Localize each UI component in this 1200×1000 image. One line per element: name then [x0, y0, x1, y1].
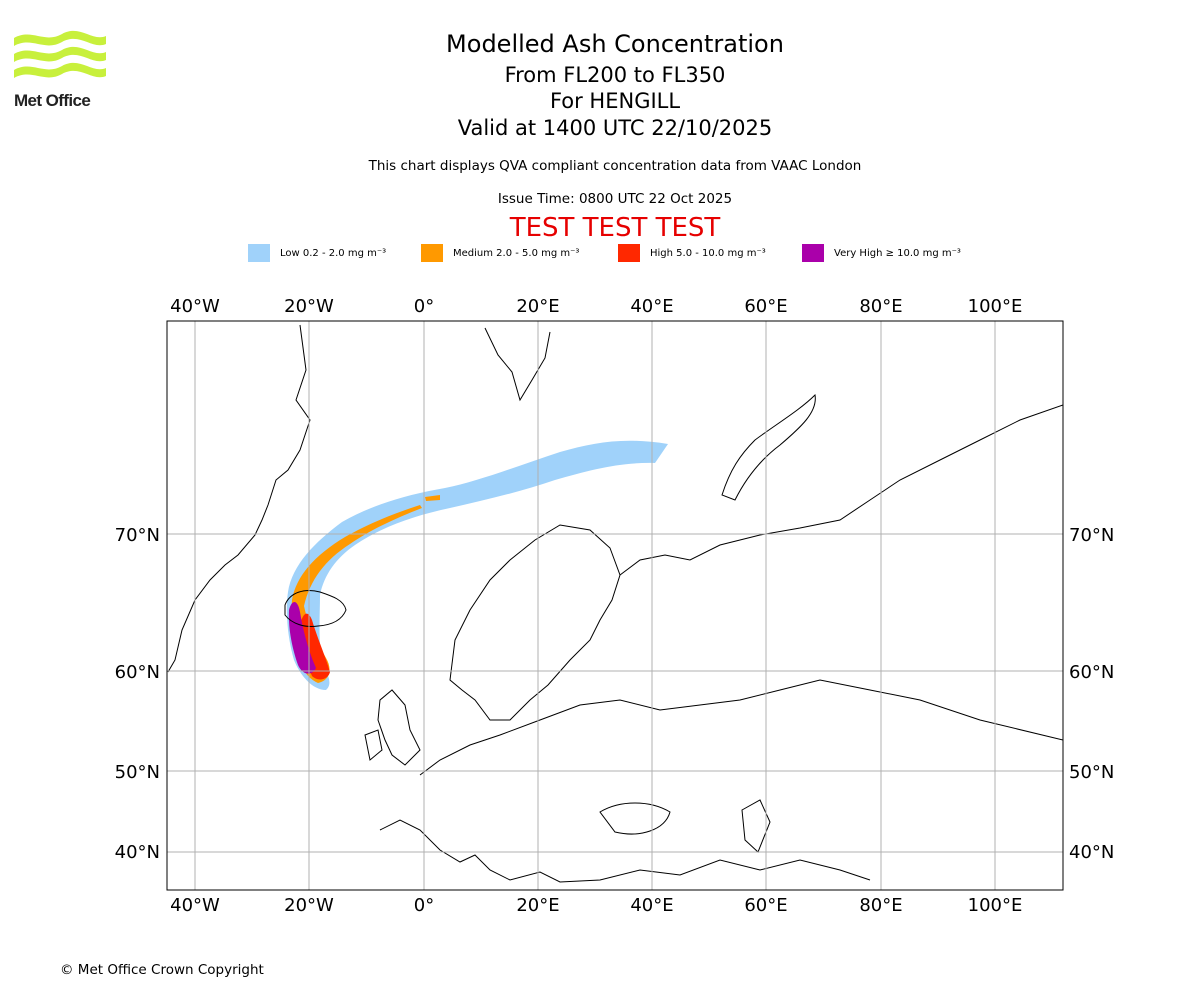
lon-label: 100°E	[968, 895, 1023, 916]
lat-label: 60°N	[1069, 662, 1114, 683]
lon-label: 0°	[414, 296, 434, 317]
ash-medium-patch	[425, 495, 440, 501]
flight-level-range: From FL200 to FL350	[504, 63, 726, 87]
lat-label: 40°N	[1069, 842, 1114, 863]
legend-label-low: Low 0.2 - 2.0 mg m⁻³	[280, 247, 387, 259]
lon-labels-bottom: 40°W 20°W 0° 20°E 40°E 60°E 80°E 100°E	[170, 895, 1022, 916]
legend-item-high: High 5.0 - 10.0 mg m⁻³	[618, 244, 766, 262]
lon-label: 60°E	[744, 296, 787, 317]
lat-label: 70°N	[1069, 525, 1114, 546]
lat-labels-right: 70°N 60°N 50°N 40°N	[1069, 525, 1114, 863]
lon-label: 100°E	[968, 296, 1023, 317]
lon-label: 80°E	[859, 895, 902, 916]
lat-labels-left: 70°N 60°N 50°N 40°N	[115, 525, 160, 863]
chart-title: Modelled Ash Concentration	[446, 30, 784, 58]
lon-label: 60°E	[744, 895, 787, 916]
graticule	[167, 321, 1063, 890]
legend-swatch-high	[618, 244, 640, 262]
met-office-logo-text: Met Office	[14, 91, 91, 110]
lon-label: 40°W	[170, 296, 220, 317]
concentration-legend: Low 0.2 - 2.0 mg m⁻³ Medium 2.0 - 5.0 mg…	[0, 244, 1200, 266]
map-body	[167, 321, 1063, 890]
copyright-notice: © Met Office Crown Copyright	[60, 962, 264, 978]
met-office-logo	[14, 30, 106, 78]
lon-label: 20°W	[284, 895, 334, 916]
lat-label: 50°N	[115, 762, 160, 783]
volcano-name: For HENGILL	[549, 89, 681, 113]
lat-label: 60°N	[115, 662, 160, 683]
lat-label: 50°N	[1069, 762, 1114, 783]
lon-label: 20°E	[516, 895, 559, 916]
legend-label-very-high: Very High ≥ 10.0 mg m⁻³	[834, 247, 961, 259]
lon-label: 40°W	[170, 895, 220, 916]
valid-time: Valid at 1400 UTC 22/10/2025	[457, 116, 773, 140]
lon-label: 20°E	[516, 296, 559, 317]
coastlines	[167, 324, 1063, 883]
issue-time: Issue Time: 0800 UTC 22 Oct 2025	[497, 191, 733, 207]
lat-label: 70°N	[115, 525, 160, 546]
lon-label: 40°E	[630, 296, 673, 317]
lon-labels-top: 40°W 20°W 0° 20°E 40°E 60°E 80°E 100°E	[170, 296, 1022, 317]
lat-label: 40°N	[115, 842, 160, 863]
ash-low-area	[286, 440, 668, 690]
legend-label-medium: Medium 2.0 - 5.0 mg m⁻³	[453, 247, 580, 259]
lon-label: 40°E	[630, 895, 673, 916]
legend-item-medium: Medium 2.0 - 5.0 mg m⁻³	[421, 244, 579, 262]
legend-swatch-low	[248, 244, 270, 262]
legend-item-very-high: Very High ≥ 10.0 mg m⁻³	[802, 244, 961, 262]
lon-label: 80°E	[859, 296, 902, 317]
test-banner: TEST TEST TEST	[509, 213, 721, 243]
legend-swatch-medium	[421, 244, 443, 262]
lon-label: 20°W	[284, 296, 334, 317]
disclaimer-text: This chart displays QVA compliant concen…	[368, 158, 862, 174]
map-frame	[166, 320, 1064, 891]
lon-label: 0°	[414, 895, 434, 916]
legend-item-low: Low 0.2 - 2.0 mg m⁻³	[248, 244, 386, 262]
legend-swatch-very-high	[802, 244, 824, 262]
legend-label-high: High 5.0 - 10.0 mg m⁻³	[650, 247, 766, 259]
